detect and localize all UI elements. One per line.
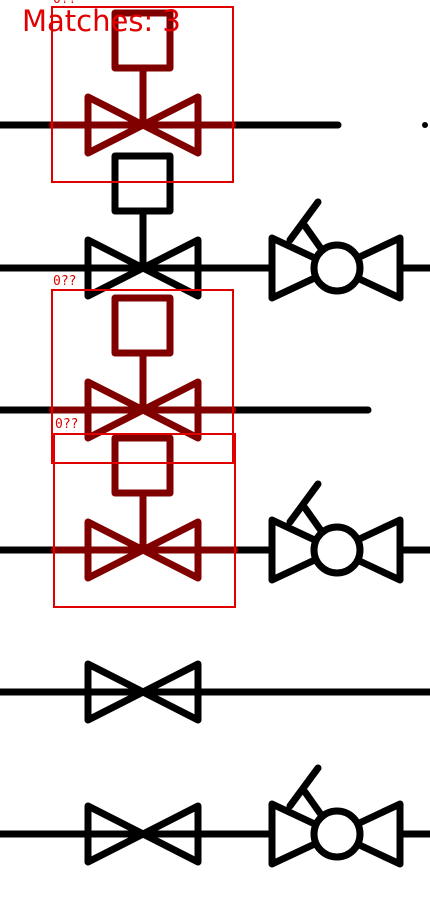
match-box: [51, 289, 234, 464]
valve-row: [0, 664, 430, 720]
match-box: [53, 433, 236, 608]
valve-row: [0, 156, 430, 298]
match-label: 0??: [53, 0, 76, 7]
title: Matches: 3: [22, 4, 181, 38]
valve-row: [0, 298, 372, 438]
valve-row: [0, 768, 430, 864]
valve-row: [0, 438, 430, 580]
valve-row: [0, 13, 428, 153]
match-label: 0??: [55, 417, 78, 432]
match-box: [51, 6, 234, 183]
match-label: 0??: [53, 274, 76, 289]
